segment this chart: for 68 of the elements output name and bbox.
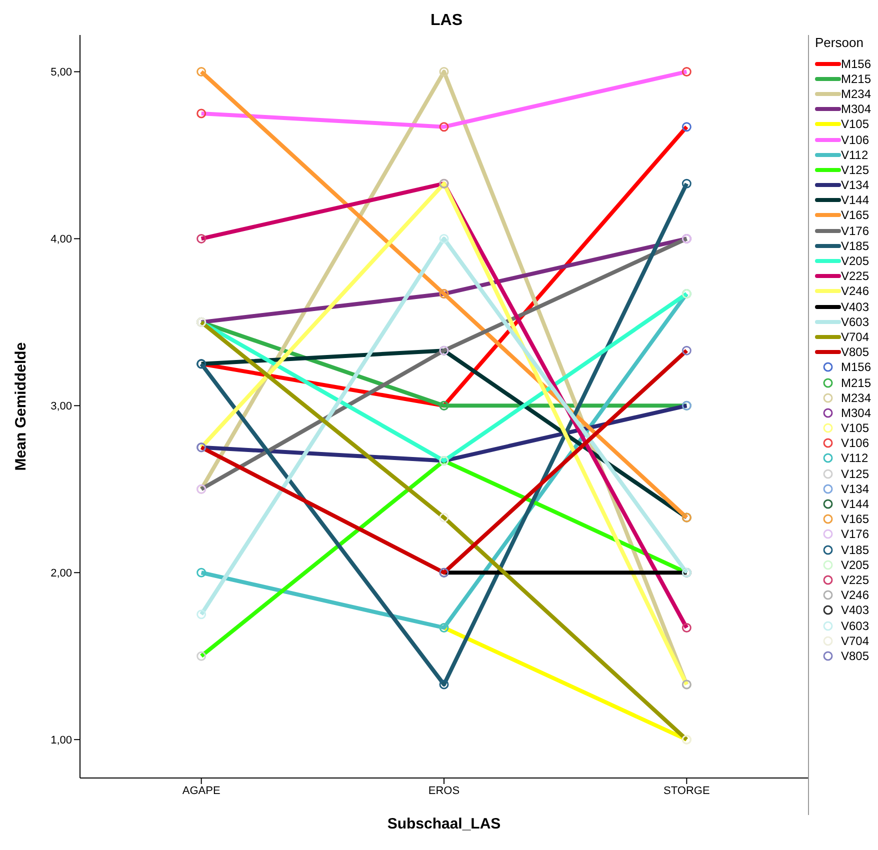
legend-label: V106 <box>841 132 870 147</box>
y-tick-label: 2,00 <box>50 568 72 580</box>
legend-label: M304 <box>841 102 872 116</box>
chart-title: LAS <box>430 12 464 30</box>
y-tick-label: 5,00 <box>50 66 72 79</box>
legend-label: V185 <box>841 238 870 253</box>
legend-label: V185 <box>841 542 870 557</box>
point <box>682 346 692 356</box>
point <box>196 234 206 244</box>
legend-label: V225 <box>841 269 870 284</box>
legend-label: V125 <box>841 466 870 481</box>
legend-label: V176 <box>841 527 870 542</box>
point <box>682 122 692 132</box>
point <box>439 66 449 76</box>
legend-label: M234 <box>841 86 872 101</box>
legend-label: V704 <box>841 330 870 344</box>
legend-title: Persoon <box>815 35 864 50</box>
legend-label: M215 <box>841 72 872 86</box>
legend-label: V165 <box>841 512 870 526</box>
point <box>196 66 206 76</box>
x-axis-title: Subschaal_LAS <box>387 816 501 833</box>
legend-label: V805 <box>841 648 870 663</box>
legend-label: V246 <box>841 284 870 298</box>
point <box>439 234 449 244</box>
legend-label: V144 <box>841 497 870 512</box>
y-tick-label: 1,00 <box>50 734 72 747</box>
legend-label: V134 <box>841 482 870 496</box>
point <box>196 610 206 620</box>
point <box>196 651 206 661</box>
legend-label: V225 <box>841 572 870 587</box>
point <box>439 512 449 522</box>
legend-label: V105 <box>841 117 870 132</box>
y-tick-label: 4,00 <box>50 234 72 246</box>
legend-label: V805 <box>841 345 870 360</box>
legend-label: M304 <box>841 406 872 420</box>
legend-label: M156 <box>841 56 872 71</box>
legend-label: V603 <box>841 618 870 633</box>
legend-label: V106 <box>841 436 870 450</box>
legend-label: V403 <box>841 300 870 314</box>
point <box>196 568 206 578</box>
legend-label: V165 <box>841 208 870 222</box>
legend-label: V105 <box>841 421 870 436</box>
legend-label: M215 <box>841 376 872 390</box>
point <box>682 622 692 632</box>
y-tick-label: 3,00 <box>50 400 72 413</box>
legend-label: V603 <box>841 314 870 329</box>
legend-label: V704 <box>841 634 870 648</box>
legend-label: V205 <box>841 254 870 268</box>
legend-label: V125 <box>841 162 870 177</box>
legend-label: V144 <box>841 193 870 208</box>
legend-label: M156 <box>841 360 872 374</box>
legend-label: M234 <box>841 390 872 405</box>
legend-label: V112 <box>841 148 868 162</box>
legend-label: V134 <box>841 178 870 192</box>
x-tick-label: STORGE <box>664 784 710 797</box>
legend-label: V112 <box>841 451 868 466</box>
point <box>439 122 449 132</box>
legend-label: V176 <box>841 224 870 238</box>
point <box>682 178 692 188</box>
legend-label: V403 <box>841 603 870 618</box>
y-axis-title: Mean Gemiddelde <box>12 342 30 471</box>
point <box>682 66 692 76</box>
x-tick-label: EROS <box>428 784 460 797</box>
x-tick-label: AGAPE <box>182 784 220 797</box>
point <box>196 108 206 118</box>
legend-label: V205 <box>841 558 870 572</box>
point <box>439 680 449 690</box>
legend-label: V246 <box>841 588 870 602</box>
